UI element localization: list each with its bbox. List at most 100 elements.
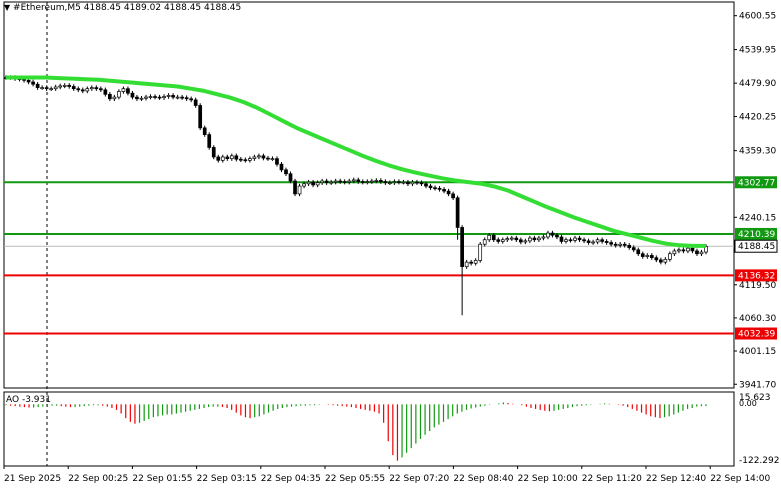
candle-body [514, 237, 519, 241]
ao-mid-value: 0.00 [739, 399, 757, 408]
candle-body [451, 193, 455, 199]
candle-body [103, 89, 108, 95]
candle-body [347, 180, 352, 183]
candle-body [613, 243, 618, 246]
candle-body [89, 87, 94, 90]
candle-body [442, 189, 446, 192]
candle-body [374, 180, 379, 182]
candle-body [148, 96, 153, 98]
time-tick-label: 21 Sep 2025 [4, 474, 61, 484]
candle-body [112, 96, 117, 100]
candle-body [108, 93, 112, 100]
candle-body [76, 88, 81, 91]
candle-body [275, 158, 279, 165]
candle-body [216, 156, 221, 161]
candle-body [80, 89, 85, 92]
candle-body [279, 163, 284, 171]
candle-body [410, 181, 415, 185]
candle-body [419, 182, 424, 185]
horizontal-levels: 4302.77 4210.39 4136.32 4032.39 4188.45 [4, 176, 778, 340]
candle-body [645, 255, 650, 257]
candle-body [270, 158, 275, 160]
candle-body [550, 232, 555, 236]
candle-body [220, 156, 225, 161]
candle-body [378, 180, 383, 182]
candle-body [537, 237, 541, 241]
time-tick-label: 22 Sep 07:20 [389, 474, 449, 484]
candle-body [627, 244, 632, 248]
triangle-down-icon[interactable]: ▼ [4, 3, 11, 12]
candle-body [121, 88, 126, 92]
candle-body [338, 180, 343, 183]
time-tick-label: 22 Sep 00:25 [68, 474, 128, 484]
candle-body [293, 180, 297, 195]
moving-average [6, 75, 706, 248]
candle-body [193, 99, 198, 106]
time-tick-label: 22 Sep 04:35 [261, 474, 321, 484]
candle-body [257, 155, 261, 158]
candle-body [658, 259, 663, 263]
time-tick-label: 22 Sep 05:55 [325, 474, 385, 484]
candle-body [618, 243, 623, 246]
candle-body [117, 91, 121, 98]
ohlc-values: 4188.45 4189.02 4188.45 4188.45 [83, 3, 242, 13]
candle-body [591, 241, 595, 244]
candle-body [26, 79, 31, 83]
candle-body [437, 187, 442, 190]
candle-body [460, 227, 464, 267]
main-plot-border [3, 1, 735, 389]
resistance-level-tag [735, 227, 777, 240]
candle-body [464, 261, 469, 267]
candle-body [360, 181, 365, 183]
candle-body [67, 85, 72, 87]
candle-body [234, 155, 239, 160]
candle-body [351, 179, 356, 182]
candle-body [415, 181, 419, 184]
price-tick-label: 4539.95 [739, 46, 776, 56]
candle-body [631, 247, 636, 251]
chart-header: ▼ #Ethereum,M5 4188.45 4189.02 4188.45 4… [4, 3, 241, 13]
time-tick-label: 22 Sep 12:40 [646, 474, 706, 484]
candle-body [144, 96, 148, 99]
candle-body [44, 87, 49, 90]
candle-body [198, 105, 203, 129]
candle-body [153, 96, 157, 98]
price-candles [4, 75, 708, 316]
time-tick-label: 22 Sep 14:00 [710, 474, 770, 484]
candle-body [564, 239, 568, 242]
candle-body [500, 239, 505, 242]
current-price-label: 4188.45 [738, 242, 775, 252]
candle-body [31, 81, 35, 85]
candle-body [509, 237, 514, 240]
candle-body [532, 237, 537, 241]
candle-body [98, 88, 103, 91]
candle-body [609, 242, 614, 245]
candle-body [491, 234, 496, 241]
time-tick-label: 22 Sep 01:55 [132, 474, 192, 484]
candle-body [604, 241, 609, 243]
candle-body [595, 239, 600, 243]
candle-body [284, 169, 288, 175]
price-tick-label: 4479.90 [739, 79, 776, 89]
candle-body [180, 96, 184, 99]
candle-body [297, 185, 302, 195]
candle-body [541, 236, 546, 239]
candle-body [320, 180, 324, 184]
candle-body [546, 232, 550, 238]
support-level-tag [735, 327, 777, 340]
ao-top-value: 15.623 [739, 393, 771, 403]
candle-body [58, 85, 63, 88]
chart-frame [3, 1, 735, 467]
candle-body [166, 95, 171, 97]
candle-body [315, 182, 320, 186]
candle-body [189, 98, 194, 101]
candle-body [126, 88, 130, 94]
candle-body [649, 255, 654, 259]
candle-body [135, 96, 139, 100]
candle-body [654, 257, 659, 261]
support-level-label: 4136.32 [738, 271, 775, 281]
price-tick-label: 4420.25 [739, 113, 776, 123]
symbol-label: #Ethereum,M5 [13, 3, 81, 13]
ao-label: AO -3.931 [6, 395, 51, 405]
time-tick-label: 22 Sep 10:00 [518, 474, 578, 484]
